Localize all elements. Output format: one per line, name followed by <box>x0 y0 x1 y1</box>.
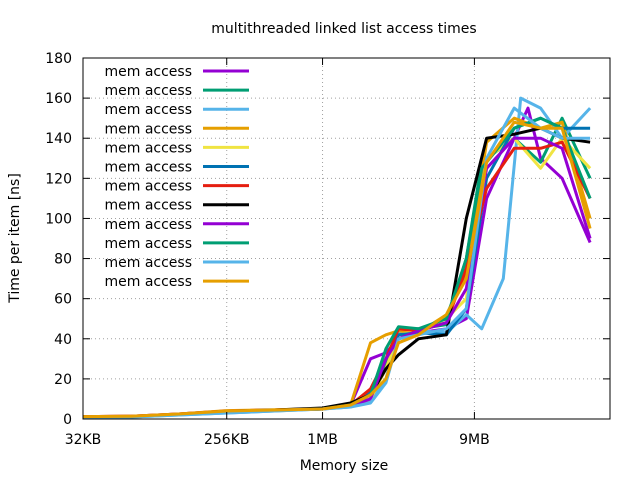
x-tick-label: 32KB <box>65 432 102 448</box>
plot-frame <box>82 57 611 420</box>
x-tick-label: 9MB <box>459 432 490 448</box>
axis-ticks: 0 20 40 60 80 100 120 140 160 180 32KB 256KB 1MB 9MB <box>45 51 610 448</box>
y-tick-label: 40 <box>54 332 72 348</box>
legend-label: mem access <box>104 140 192 156</box>
chart-title: multithreaded linked list access times <box>211 21 476 37</box>
legend-label: mem access <box>104 102 192 118</box>
y-tick-label: 160 <box>45 91 72 107</box>
legend-label: mem access <box>104 255 192 271</box>
y-tick-label: 120 <box>45 171 72 187</box>
y-axis-title: Time per item [ns] <box>7 173 23 304</box>
legend-label: mem access <box>104 236 192 252</box>
legend-label: mem access <box>104 160 192 176</box>
legend-label: mem access <box>104 274 192 290</box>
y-tick-label: 80 <box>54 252 72 268</box>
legend-label: mem access <box>104 179 192 195</box>
legend-label: mem access <box>104 83 192 99</box>
series-line-12 <box>82 120 592 419</box>
x-axis-title: Memory size <box>300 458 389 474</box>
y-tick-label: 180 <box>45 51 72 67</box>
x-tick-label: 256KB <box>204 432 250 448</box>
legend: mem access mem access mem access mem access… <box>104 64 249 290</box>
legend-label: mem access <box>104 64 192 80</box>
y-tick-label: 100 <box>45 211 72 227</box>
legend-label: mem access <box>104 198 192 214</box>
legend-label: mem access <box>104 121 192 137</box>
y-tick-label: 60 <box>54 292 72 308</box>
x-tick-label: 1MB <box>307 432 338 448</box>
y-tick-label: 140 <box>45 131 72 147</box>
legend-label: mem access <box>104 217 192 233</box>
y-tick-label: 0 <box>63 412 72 428</box>
y-tick-label: 20 <box>54 372 72 388</box>
